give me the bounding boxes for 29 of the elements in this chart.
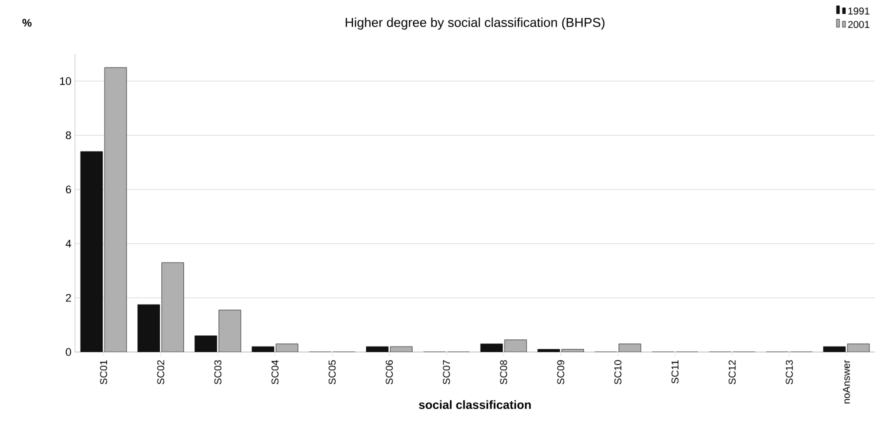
bar xyxy=(480,344,503,352)
x-tick-label: SC04 xyxy=(271,360,279,384)
x-tick-label: SC06 xyxy=(386,360,393,384)
y-tick-label: 8 xyxy=(66,131,71,140)
bar xyxy=(80,151,103,352)
x-tick-label: SC08 xyxy=(500,360,508,384)
x-tick-label: SC01 xyxy=(100,360,108,384)
y-axis-title: % xyxy=(22,18,32,27)
y-tick-label: 4 xyxy=(66,240,72,248)
x-axis-title: social classification xyxy=(418,400,531,409)
x-tick-label: SC10 xyxy=(614,360,622,384)
legend-label: 1991 xyxy=(848,8,870,15)
y-tick-label: 10 xyxy=(60,77,72,85)
x-tick-label: SC03 xyxy=(214,360,222,384)
x-tick-label: SC05 xyxy=(328,360,336,384)
chart-title: Higher degree by social classification (BHPS) xyxy=(346,18,604,30)
x-tick-label: SC13 xyxy=(786,360,793,384)
y-tick-label: 0 xyxy=(66,348,72,356)
x-tick-label: SC09 xyxy=(557,360,564,384)
x-tick-label: SC11 xyxy=(671,360,679,384)
x-tick-label: SC02 xyxy=(157,360,164,384)
x-tick-label: SC12 xyxy=(728,360,736,384)
x-tick-label: SC07 xyxy=(442,360,450,384)
bar xyxy=(194,336,218,352)
y-tick-label: 2 xyxy=(66,294,71,302)
bar xyxy=(138,304,160,352)
y-tick-label: 6 xyxy=(66,186,71,194)
legend-label: 2001 xyxy=(848,20,870,28)
x-tick-label: noAnswer xyxy=(842,360,850,404)
